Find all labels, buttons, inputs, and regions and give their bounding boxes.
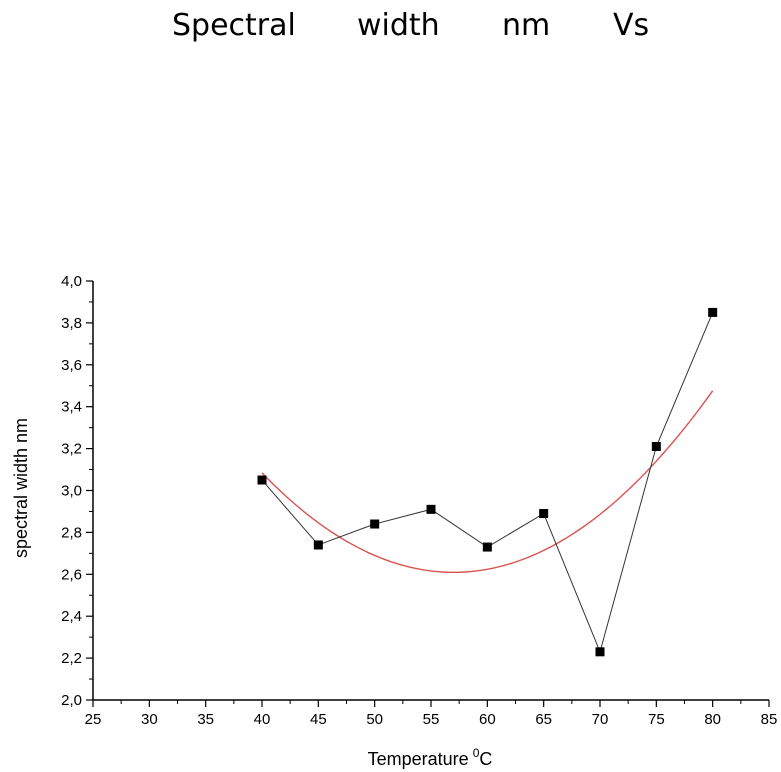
- y-tick-label: 3,2: [61, 441, 82, 458]
- y-tick-label: 4,0: [61, 273, 82, 290]
- data-point: [482, 542, 492, 552]
- x-tick-label: 65: [535, 711, 552, 728]
- title-word-vs: Vs: [613, 8, 650, 43]
- series-layer: [257, 307, 718, 657]
- y-tick-label: 2,6: [61, 566, 82, 583]
- x-tick-label: 30: [141, 711, 158, 728]
- y-tick-label: 2,0: [61, 692, 82, 709]
- data-point: [370, 519, 380, 529]
- data-point: [651, 442, 661, 452]
- y-tick-label: 3,8: [61, 315, 82, 332]
- axes: 25 30 35 40 45 50 55 60 65 70 75 80 85 2,0 2,2 2,4 2,6 2,…: [61, 273, 777, 728]
- x-tick-label: 75: [648, 711, 665, 728]
- series-line: [261, 312, 714, 654]
- data-point: [257, 475, 267, 485]
- x-tick-label: 25: [85, 711, 102, 728]
- x-tick-label: 70: [592, 711, 609, 728]
- data-point: [539, 509, 549, 519]
- x-axis-title: Temperature 0C: [368, 746, 493, 769]
- data-point: [426, 504, 436, 514]
- y-axis-title: spectral width nm: [11, 418, 31, 558]
- title-word-spectral: Spectral: [172, 8, 296, 43]
- x-tick-label: 55: [423, 711, 440, 728]
- y-tick-label: 3,0: [61, 483, 82, 500]
- y-tick-label: 2,2: [61, 650, 82, 667]
- x-tick-label: 40: [254, 711, 271, 728]
- x-tick-label: 45: [310, 711, 327, 728]
- title-word-nm: nm: [502, 8, 551, 43]
- fit-layer: [261, 390, 714, 574]
- y-tick-label: 2,8: [61, 524, 82, 541]
- x-tick-label: 35: [197, 711, 214, 728]
- x-tick-label: 60: [479, 711, 496, 728]
- title-word-width: width: [357, 8, 440, 43]
- y-tick-label: 2,4: [61, 608, 82, 625]
- data-point: [708, 307, 718, 317]
- fit-curve: [261, 390, 714, 574]
- y-tick-label: 3,6: [61, 357, 82, 374]
- data-point: [595, 647, 605, 657]
- x-tick-label: 50: [366, 711, 383, 728]
- data-point: [313, 540, 323, 550]
- x-tick-label: 85: [761, 711, 778, 728]
- x-tick-label: 80: [704, 711, 721, 728]
- y-tick-label: 3,4: [61, 399, 82, 416]
- chart-title: Spectral width nm Vs: [0, 8, 781, 48]
